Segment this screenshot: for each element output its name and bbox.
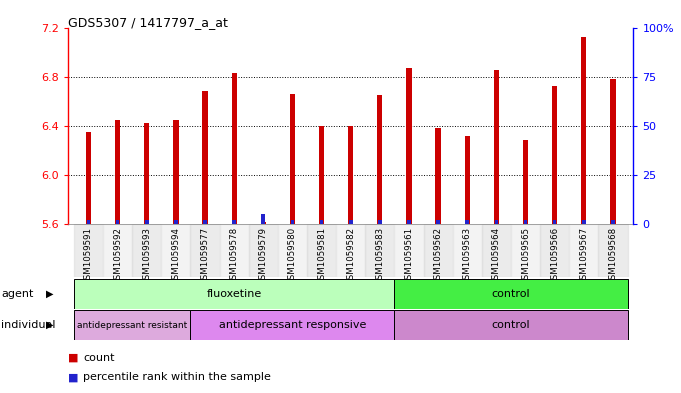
- Text: control: control: [492, 289, 530, 299]
- Bar: [145, 220, 148, 224]
- Bar: [115, 119, 121, 224]
- Bar: [291, 220, 294, 224]
- Bar: [116, 220, 119, 224]
- Text: GSM1059564: GSM1059564: [492, 227, 501, 285]
- Bar: [377, 95, 383, 224]
- Bar: [511, 224, 540, 277]
- Bar: [191, 310, 394, 340]
- Bar: [494, 220, 498, 224]
- Bar: [262, 214, 265, 224]
- Text: GSM1059581: GSM1059581: [317, 227, 326, 285]
- Bar: [553, 220, 556, 224]
- Bar: [219, 224, 249, 277]
- Text: GSM1059591: GSM1059591: [84, 227, 93, 285]
- Bar: [524, 220, 527, 224]
- Bar: [202, 92, 208, 224]
- Bar: [394, 279, 627, 309]
- Bar: [582, 220, 586, 224]
- Text: GSM1059580: GSM1059580: [288, 227, 297, 285]
- Text: GSM1059561: GSM1059561: [405, 227, 413, 285]
- Text: ▶: ▶: [46, 289, 54, 299]
- Text: percentile rank within the sample: percentile rank within the sample: [83, 372, 271, 382]
- Text: ■: ■: [68, 372, 78, 382]
- Bar: [173, 119, 178, 224]
- Text: agent: agent: [1, 289, 34, 299]
- Bar: [348, 126, 353, 224]
- Bar: [424, 224, 453, 277]
- Bar: [599, 224, 627, 277]
- Text: individual: individual: [1, 320, 56, 330]
- Text: antidepressant responsive: antidepressant responsive: [219, 320, 366, 330]
- Bar: [86, 220, 91, 224]
- Bar: [407, 220, 411, 224]
- Bar: [336, 224, 365, 277]
- Bar: [610, 79, 616, 224]
- Bar: [278, 224, 307, 277]
- Bar: [203, 220, 207, 224]
- Text: GSM1059592: GSM1059592: [113, 227, 122, 285]
- Bar: [465, 220, 469, 224]
- Text: GSM1059566: GSM1059566: [550, 227, 559, 285]
- Bar: [290, 94, 295, 224]
- Bar: [394, 224, 424, 277]
- Bar: [161, 224, 191, 277]
- Bar: [232, 73, 237, 224]
- Bar: [540, 224, 569, 277]
- Bar: [365, 224, 394, 277]
- Bar: [74, 310, 191, 340]
- Bar: [307, 224, 336, 277]
- Text: GSM1059568: GSM1059568: [608, 227, 618, 285]
- Text: antidepressant resistant: antidepressant resistant: [77, 321, 187, 330]
- Text: GSM1059594: GSM1059594: [172, 227, 180, 285]
- Text: GSM1059565: GSM1059565: [521, 227, 530, 285]
- Bar: [132, 224, 161, 277]
- Text: GSM1059577: GSM1059577: [200, 227, 210, 285]
- Bar: [482, 224, 511, 277]
- Bar: [494, 70, 499, 224]
- Bar: [437, 220, 440, 224]
- Bar: [611, 220, 615, 224]
- Text: GSM1059578: GSM1059578: [229, 227, 238, 285]
- Bar: [174, 220, 178, 224]
- Text: GSM1059583: GSM1059583: [375, 227, 384, 285]
- Text: GSM1059582: GSM1059582: [346, 227, 355, 285]
- Bar: [249, 224, 278, 277]
- Bar: [191, 224, 219, 277]
- Bar: [232, 220, 236, 224]
- Text: GSM1059593: GSM1059593: [142, 227, 151, 285]
- Text: GDS5307 / 1417797_a_at: GDS5307 / 1417797_a_at: [68, 16, 228, 29]
- Bar: [394, 310, 627, 340]
- Bar: [319, 126, 324, 224]
- Text: ■: ■: [68, 353, 78, 363]
- Bar: [523, 141, 528, 224]
- Bar: [453, 224, 482, 277]
- Bar: [464, 136, 470, 224]
- Bar: [552, 86, 557, 224]
- Bar: [86, 132, 91, 224]
- Bar: [144, 123, 149, 224]
- Bar: [407, 68, 411, 224]
- Bar: [581, 37, 586, 224]
- Text: GSM1059563: GSM1059563: [463, 227, 472, 285]
- Bar: [436, 128, 441, 224]
- Bar: [349, 220, 353, 224]
- Text: GSM1059562: GSM1059562: [434, 227, 443, 285]
- Text: GSM1059579: GSM1059579: [259, 227, 268, 285]
- Text: control: control: [492, 320, 530, 330]
- Bar: [569, 224, 599, 277]
- Text: ▶: ▶: [46, 320, 54, 330]
- Bar: [261, 222, 266, 224]
- Text: count: count: [83, 353, 114, 363]
- Bar: [103, 224, 132, 277]
- Bar: [320, 220, 323, 224]
- Bar: [74, 224, 103, 277]
- Text: GSM1059567: GSM1059567: [580, 227, 588, 285]
- Text: fluoxetine: fluoxetine: [206, 289, 262, 299]
- Bar: [378, 220, 381, 224]
- Bar: [74, 279, 394, 309]
